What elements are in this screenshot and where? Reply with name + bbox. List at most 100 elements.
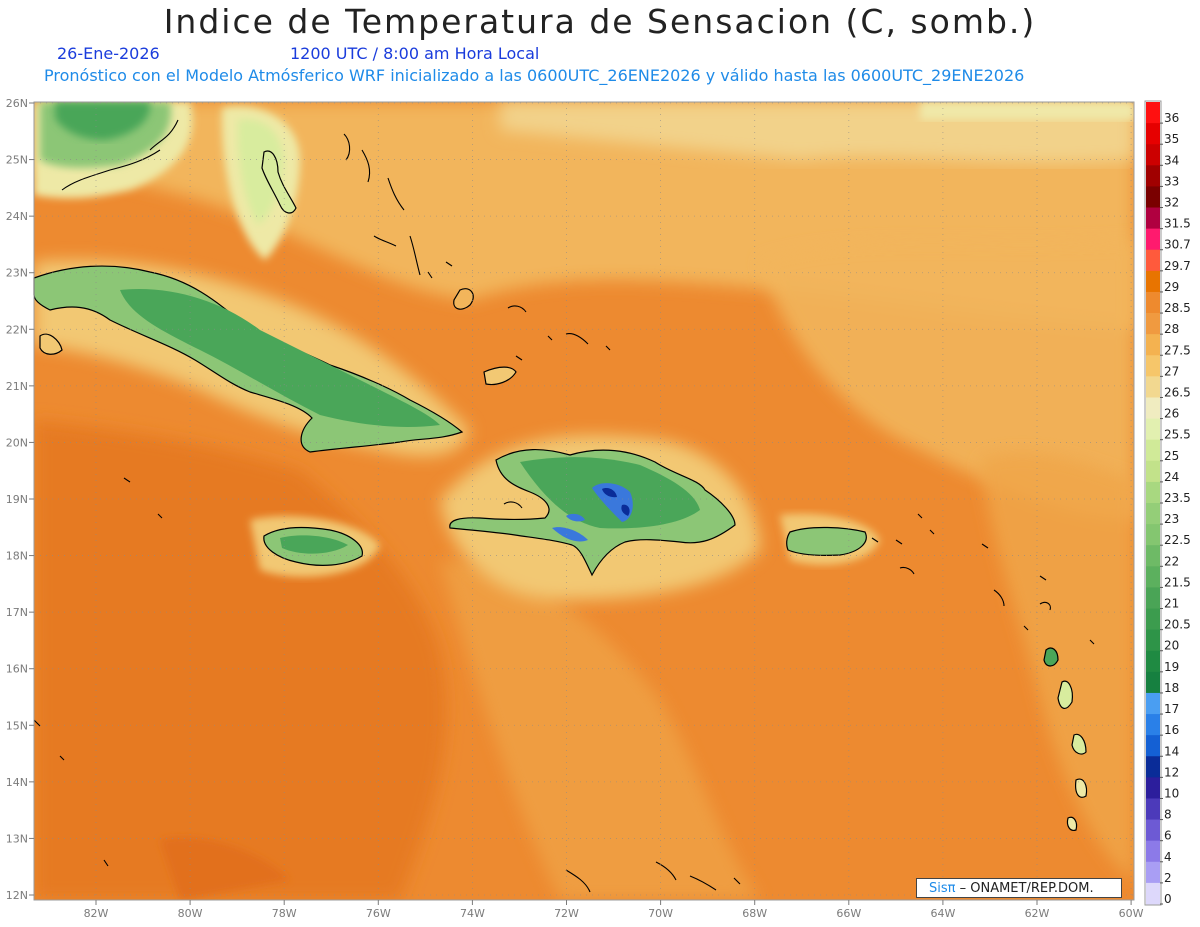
forecast-time: 1200 UTC / 8:00 am Hora Local — [290, 44, 540, 63]
colorbar-swatch — [1146, 123, 1160, 145]
lat-tick-label: 17N — [6, 606, 28, 619]
colorbar-level-label: 36 — [1164, 111, 1179, 125]
colorbar-level-label: 6 — [1164, 829, 1172, 843]
lon-tick-label: 66W — [836, 907, 861, 920]
lat-tick-label: 20N — [6, 436, 28, 449]
colorbar-swatch — [1146, 249, 1160, 272]
colorbar-swatch — [1146, 714, 1160, 736]
lat-tick-label: 14N — [6, 776, 28, 789]
lat-tick-label: 15N — [6, 719, 28, 732]
lon-tick-label: 64W — [930, 907, 955, 920]
colorbar-swatch — [1146, 334, 1160, 356]
lat-tick-label: 25N — [6, 154, 28, 167]
colorbar-level-label: 8 — [1164, 808, 1172, 822]
lon-tick-label: 82W — [84, 907, 109, 920]
colorbar-level-label: 20.5 — [1164, 618, 1191, 632]
colorbar-swatch — [1146, 144, 1160, 166]
colorbar-level-label: 14 — [1164, 744, 1179, 758]
lat-tick-label: 22N — [6, 323, 28, 336]
lon-tick-label: 60W — [1119, 907, 1144, 920]
colorbar-swatch — [1146, 355, 1160, 377]
lon-tick-label: 78W — [272, 907, 297, 920]
colorbar-swatch — [1146, 566, 1160, 588]
lat-tick-label: 21N — [6, 380, 28, 393]
colorbar-level-label: 20 — [1164, 639, 1179, 653]
colorbar-swatch — [1146, 503, 1160, 525]
model-info: Pronóstico con el Modelo Atmósferico WRF… — [44, 66, 1025, 85]
colorbar-swatch — [1146, 587, 1160, 609]
colorbar-swatch — [1146, 481, 1160, 504]
credit-text: – ONAMET/REP.DOM. — [959, 881, 1094, 896]
andros-island — [261, 150, 297, 214]
credit-box: Sisπ – ONAMET/REP.DOM. — [916, 878, 1122, 898]
colorbar-level-label: 22 — [1164, 554, 1179, 568]
colorbar-level-label: 17 — [1164, 702, 1179, 716]
colorbar-swatch — [1146, 313, 1160, 335]
colorbar-level-label: 23.5 — [1164, 491, 1191, 505]
colorbar-level-label: 23 — [1164, 512, 1179, 526]
colorbar-swatch — [1146, 165, 1160, 187]
colorbar-level-label: 25 — [1164, 449, 1179, 463]
colorbar-level-label: 32 — [1164, 196, 1179, 210]
lat-tick-label: 16N — [6, 663, 28, 676]
latitude-axis: 26N 25N 24N 23N 22N 21N 20N 19N 18N 17N 16N 15N 14N 1… — [6, 97, 34, 902]
colorbar-level-label: 4 — [1164, 850, 1172, 864]
colorbar-level-label: 2 — [1164, 871, 1172, 885]
colorbar-level-label: 26 — [1164, 407, 1179, 421]
colorbar-swatch — [1146, 291, 1160, 314]
colorbar-level-label: 22.5 — [1164, 533, 1191, 547]
colorbar-level-label: 29 — [1164, 280, 1179, 294]
lat-tick-label: 23N — [6, 267, 28, 280]
colorbar-level-label: 21.5 — [1164, 575, 1191, 589]
colorbar-swatch — [1146, 186, 1160, 208]
colorbar-swatch — [1146, 545, 1160, 567]
lon-tick-label: 68W — [742, 907, 767, 920]
puerto-rico-island — [786, 526, 867, 556]
colorbar-level-label: 10 — [1164, 786, 1179, 800]
colorbar-level-label: 28 — [1164, 322, 1179, 336]
colorbar-swatch — [1146, 270, 1160, 293]
lon-tick-label: 76W — [366, 907, 391, 920]
landmasses — [33, 150, 1088, 831]
colorbar-level-label: 0 — [1164, 892, 1172, 906]
colorbar-level-label: 28.5 — [1164, 301, 1191, 315]
lon-tick-label: 72W — [554, 907, 579, 920]
colorbar-swatch — [1146, 608, 1160, 631]
colorbar-level-label: 26.5 — [1164, 385, 1191, 399]
colorbar-swatch — [1146, 439, 1160, 462]
colorbar-level-label: 18 — [1164, 681, 1179, 695]
colorbar-level-label: 27 — [1164, 364, 1179, 378]
colorbar-level-label: 16 — [1164, 723, 1179, 737]
colorbar-swatch — [1146, 524, 1160, 546]
colorbar-level-label: 24 — [1164, 470, 1179, 484]
sis-logo: Sisπ — [929, 881, 956, 896]
colorbar-swatch — [1146, 882, 1160, 905]
colorbar-swatch — [1146, 376, 1160, 398]
colorbar-swatch — [1146, 460, 1160, 483]
colorbar-legend: 363534333231.530.729.72928.52827.52726.5… — [1144, 100, 1191, 906]
colorbar-swatch — [1146, 629, 1160, 652]
colorbar-level-label: 35 — [1164, 132, 1179, 146]
colorbar-swatch — [1146, 671, 1160, 694]
colorbar-swatch — [1146, 692, 1160, 715]
lat-lon-grid — [34, 102, 1134, 900]
colorbar-swatch — [1146, 418, 1160, 441]
lat-tick-label: 24N — [6, 210, 28, 223]
lat-tick-label: 19N — [6, 493, 28, 506]
colorbar-swatch — [1146, 207, 1160, 230]
colorbar-level-label: 30.7 — [1164, 238, 1191, 252]
forecast-date: 26-Ene-2026 — [57, 44, 160, 63]
longitude-axis: 82W 80W 78W 76W 74W 72W 70W 68W 66W 64W 62W 60W — [84, 900, 1144, 920]
colorbar-level-label: 31.5 — [1164, 217, 1191, 231]
colorbar-swatch — [1146, 777, 1160, 799]
colorbar-level-label: 19 — [1164, 660, 1179, 674]
lon-tick-label: 80W — [178, 907, 203, 920]
colorbar-level-label: 29.7 — [1164, 259, 1191, 273]
colorbar-swatch — [1146, 650, 1160, 673]
colorbar-swatch — [1146, 798, 1160, 820]
lon-tick-label: 70W — [648, 907, 673, 920]
page-title: Indice de Temperatura de Sensacion (C, s… — [163, 2, 1037, 41]
colorbar-level-label: 27.5 — [1164, 343, 1191, 357]
colorbar-level-label: 21 — [1164, 597, 1179, 611]
